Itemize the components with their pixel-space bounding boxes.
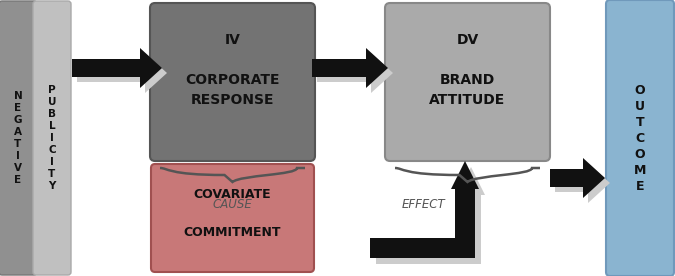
Text: COVARIATE

COMMITMENT: COVARIATE COMMITMENT [184,187,281,238]
Text: EFFECT: EFFECT [402,198,446,211]
Polygon shape [317,53,393,93]
Text: CORPORATE
RESPONSE: CORPORATE RESPONSE [185,73,279,107]
FancyBboxPatch shape [0,1,37,275]
Text: O
U
T
C
O
M
E: O U T C O M E [634,84,646,192]
Polygon shape [370,238,475,258]
Text: CAUSE: CAUSE [213,198,252,211]
Polygon shape [77,53,167,93]
FancyBboxPatch shape [606,0,674,276]
FancyBboxPatch shape [385,3,550,161]
Text: P
U
B
L
I
C
I
T
Y: P U B L I C I T Y [48,85,56,191]
Text: DV: DV [456,33,479,47]
Text: N
E
G
A
T
I
V
E: N E G A T I V E [14,91,22,185]
Polygon shape [550,158,605,198]
Polygon shape [72,48,162,88]
FancyBboxPatch shape [150,3,315,161]
Polygon shape [555,163,610,203]
Text: IV: IV [225,33,240,47]
Polygon shape [451,161,479,258]
Polygon shape [312,48,388,88]
Polygon shape [376,244,481,264]
Text: BRAND
ATTITUDE: BRAND ATTITUDE [429,73,506,107]
FancyBboxPatch shape [33,1,71,275]
FancyBboxPatch shape [151,164,314,272]
Polygon shape [457,167,485,264]
